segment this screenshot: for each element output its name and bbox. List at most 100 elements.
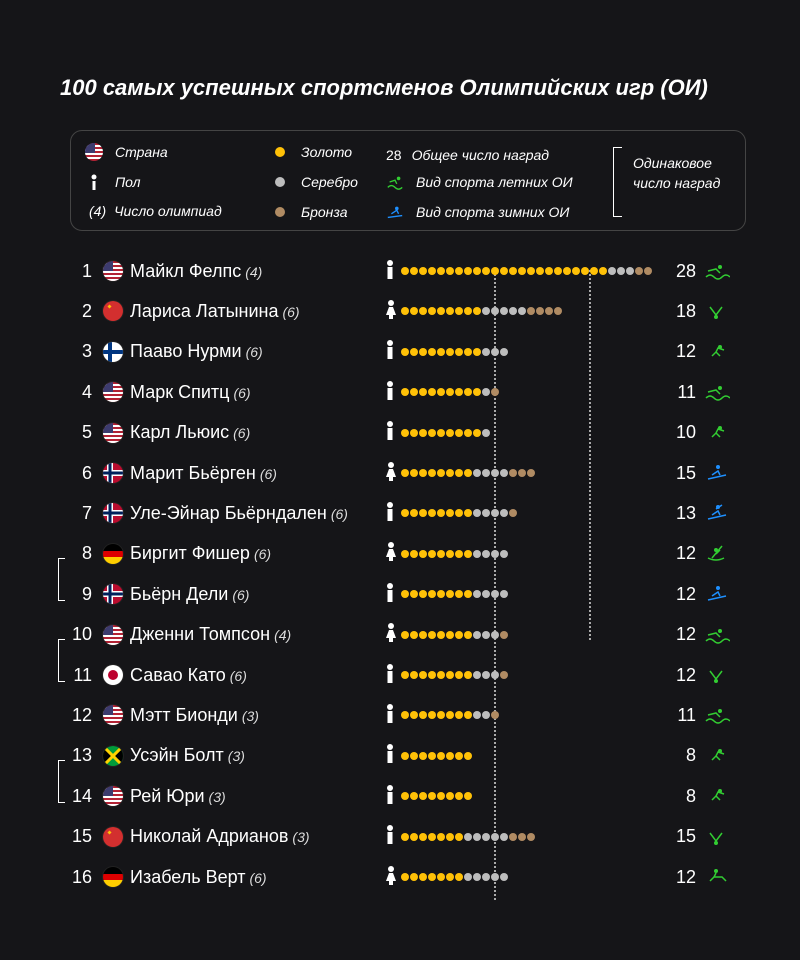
sport-icon (704, 827, 730, 847)
gold-medal (401, 832, 409, 841)
tie-bracket (58, 760, 65, 804)
silver-medal (491, 590, 499, 599)
gold-medal (401, 711, 409, 720)
silver-medal (500, 873, 508, 881)
bronze-medal (500, 671, 508, 679)
silver-medal (500, 347, 508, 356)
gold-medal (437, 630, 445, 639)
olympics-count: (6) (259, 465, 277, 482)
gold-medal (473, 428, 481, 437)
silver-medal (482, 873, 490, 881)
gold-medal (410, 832, 418, 841)
gender-icon (385, 380, 395, 405)
olympics-count: (6) (233, 425, 251, 442)
gold-medal (464, 590, 472, 599)
athlete-name: Дженни Томпсон (130, 624, 271, 645)
gold-medal (401, 267, 409, 275)
gender-icon (385, 824, 395, 849)
rank: 7 (81, 502, 92, 523)
gold-medal (419, 428, 427, 437)
gold-medal (437, 388, 445, 397)
gold-medal (464, 428, 472, 437)
olympics-count: (6) (245, 344, 263, 361)
gold-medal (455, 751, 463, 760)
gold-medal (419, 630, 427, 639)
gold-medal (401, 307, 409, 316)
silver-medal (482, 428, 490, 437)
bronze-medal (518, 832, 526, 841)
gold-medal (455, 307, 463, 316)
gold-medal (554, 267, 562, 275)
legend-silver: Серебро (271, 173, 358, 191)
gold-medal (428, 873, 436, 881)
bronze-medal (491, 388, 499, 397)
athlete-name: Пааво Нурми (130, 341, 242, 362)
gold-medal (428, 590, 436, 599)
silver-medal (464, 873, 472, 881)
gold-medal (419, 590, 427, 599)
gold-medal (437, 347, 445, 356)
gold-medal (437, 267, 445, 275)
silver-medal (473, 549, 481, 558)
silver-medal (491, 347, 499, 356)
rank: 6 (81, 462, 92, 483)
gold-medal (446, 671, 454, 679)
legend-bracket (613, 147, 622, 217)
gold-medal (437, 792, 445, 801)
legend-gold: Золото (271, 143, 352, 161)
legend-same-medals: Одинаковое число наград (633, 155, 721, 191)
gold-medal (446, 711, 454, 720)
olympics-count: (6) (282, 303, 300, 320)
olympics-count: (6) (249, 869, 267, 886)
athlete-row: 9 Бьёрн Дели (6) 12 (0, 579, 800, 609)
gender-icon (385, 784, 395, 809)
gold-medal (410, 873, 418, 881)
silver-medal (482, 590, 490, 599)
sport-icon (704, 423, 730, 443)
gold-medal (446, 347, 454, 356)
silver-medal (482, 307, 490, 316)
country-flag (102, 381, 124, 404)
gold-medal (473, 347, 481, 356)
gold-medal (446, 469, 454, 477)
sport-icon (704, 625, 731, 645)
silver-medal (491, 832, 499, 841)
legend-summer: Вид спорта летних ОИ (386, 173, 573, 191)
silver-medal (518, 307, 526, 316)
total-medals: 28 (675, 260, 696, 281)
gold-medal (446, 307, 454, 316)
legend-winter: Вид спорта зимних ОИ (386, 203, 569, 221)
gold-medal (491, 267, 499, 275)
gold-medal (437, 671, 445, 679)
gender-icon (385, 259, 395, 284)
gold-medal (428, 792, 436, 801)
gender-icon (385, 461, 397, 486)
gold-medal (455, 630, 463, 639)
gold-medal (455, 469, 463, 477)
athlete-name: Лариса Латынина (130, 300, 279, 321)
athlete-name: Изабель Верт (130, 866, 246, 887)
total-medals: 11 (677, 381, 696, 402)
gold-medal (464, 792, 472, 801)
gold-medal (446, 388, 454, 397)
country-flag (102, 542, 124, 565)
gold-medal (419, 711, 427, 720)
gold-medal (428, 751, 436, 760)
silver-medal (473, 630, 481, 639)
gold-medal (428, 671, 436, 679)
gold-medal (419, 509, 427, 518)
athlete-name: Рей Юри (130, 785, 205, 806)
athlete-row: 6 Марит Бьёрген (6) 15 (0, 458, 800, 488)
gold-medal (473, 307, 481, 316)
gold-medal (419, 388, 427, 397)
gold-medal (410, 307, 418, 316)
total-medals: 15 (675, 826, 696, 847)
gold-medal (572, 267, 580, 275)
rank: 1 (81, 260, 92, 281)
rank: 2 (81, 300, 92, 321)
gold-medal (410, 792, 418, 801)
gold-medal (446, 630, 454, 639)
country-flag (102, 260, 124, 282)
bronze-medal (545, 307, 553, 316)
gold-medal (464, 267, 472, 275)
